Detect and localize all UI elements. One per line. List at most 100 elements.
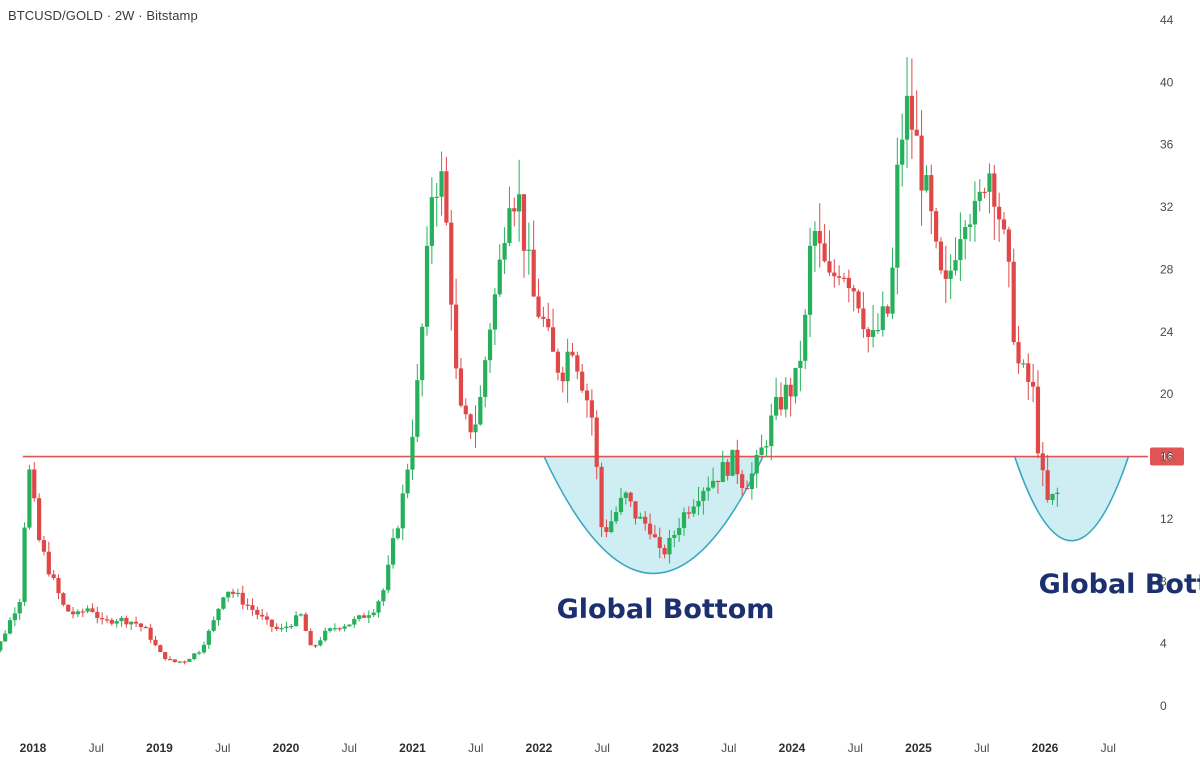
candle-body xyxy=(1045,470,1050,500)
candle-up xyxy=(342,624,347,632)
candle-down xyxy=(992,164,997,240)
candle-down xyxy=(744,480,750,490)
candle-body xyxy=(803,314,808,361)
candle-body xyxy=(163,652,168,660)
candle-body xyxy=(715,480,721,483)
candle-body xyxy=(468,414,473,433)
candle-up xyxy=(434,182,439,227)
candle-down xyxy=(555,348,561,381)
candle-body xyxy=(691,506,696,514)
candle-body xyxy=(565,351,570,382)
candle-up xyxy=(429,177,434,265)
candle-up xyxy=(221,596,226,611)
candle-down xyxy=(109,617,114,626)
y-tick-label: 12 xyxy=(1160,512,1174,526)
candle-body xyxy=(22,527,27,603)
candle-body xyxy=(182,661,187,663)
candle-body xyxy=(628,492,633,502)
candle-body xyxy=(594,417,599,467)
candle-up xyxy=(769,403,774,461)
candle-down xyxy=(80,608,85,618)
candle-body xyxy=(909,95,914,130)
candle-down xyxy=(1001,212,1007,235)
candle-up xyxy=(216,608,221,626)
candle-up xyxy=(948,254,953,300)
candle-body xyxy=(56,578,61,594)
candle-down xyxy=(1040,442,1045,487)
x-axis[interactable]: 2018 Jul 2019 Jul 2020 Jul 2021 Jul 2022 Jul 2023 J… xyxy=(20,741,1116,755)
candle-up xyxy=(710,467,716,489)
candle-body xyxy=(293,615,299,626)
candle-body xyxy=(992,173,997,207)
candle-up xyxy=(730,449,735,477)
candle-body xyxy=(856,291,861,309)
candle-body xyxy=(536,296,541,317)
candle-down xyxy=(255,606,260,620)
candle-body xyxy=(303,614,308,632)
candle-down xyxy=(463,398,468,420)
candle-body xyxy=(216,608,221,621)
candle-body xyxy=(686,512,691,514)
candle-up xyxy=(201,641,207,655)
candle-down xyxy=(788,377,793,417)
candle-down xyxy=(46,541,51,577)
candle-body xyxy=(807,245,813,315)
candle-down xyxy=(361,612,367,619)
candle-down xyxy=(143,625,148,629)
horizontal-level[interactable]: 16 xyxy=(22,447,1184,466)
candle-body xyxy=(982,191,987,194)
candle-body xyxy=(487,329,493,361)
candle-down xyxy=(938,237,944,275)
candle-down xyxy=(240,585,245,610)
candle-body xyxy=(386,564,391,591)
candle-body xyxy=(371,612,376,616)
candle-down xyxy=(41,535,47,556)
candle-body xyxy=(580,371,585,391)
candle-down xyxy=(575,351,580,380)
candle-up xyxy=(517,159,522,242)
candle-body xyxy=(361,615,367,618)
candle-body xyxy=(27,469,32,528)
candle-up xyxy=(327,627,333,633)
annotations: Global Bottom Global Bottom xyxy=(557,569,1200,625)
candle-down xyxy=(100,612,105,625)
candle-up xyxy=(352,616,357,628)
candle-up xyxy=(395,525,401,540)
candle-body xyxy=(279,628,284,630)
candle-body xyxy=(735,449,740,475)
candle-body xyxy=(749,473,754,490)
candle-body xyxy=(740,474,745,489)
candle-body xyxy=(318,640,323,646)
y-axis[interactable]: 0 4 8 12 16 20 24 28 32 36 40 44 xyxy=(1160,13,1174,713)
candle-body xyxy=(245,604,250,606)
candle-up xyxy=(293,611,299,627)
y-tick-label: 4 xyxy=(1160,637,1167,651)
candle-down xyxy=(521,194,527,278)
candle-body xyxy=(812,231,818,246)
candle-up xyxy=(890,247,895,320)
candle-up xyxy=(390,528,396,569)
candle-body xyxy=(250,605,255,610)
candle-body xyxy=(672,535,677,538)
candle-body xyxy=(550,327,556,352)
candle-body xyxy=(395,528,401,539)
candle-down xyxy=(124,615,129,628)
candle-body xyxy=(313,645,318,647)
candle-body xyxy=(953,260,958,271)
candle-body xyxy=(560,372,565,382)
candle-up xyxy=(347,624,352,627)
candle-up xyxy=(0,640,3,653)
candle-body xyxy=(332,628,337,630)
candle-body xyxy=(638,516,643,519)
candle-up xyxy=(875,313,881,334)
candle-up xyxy=(483,356,488,408)
candle-up xyxy=(3,630,8,643)
y-tick-label: 20 xyxy=(1160,387,1174,401)
candle-body xyxy=(226,591,231,598)
candle-down xyxy=(1016,325,1021,374)
x-tick-label: Jul xyxy=(848,741,863,755)
candle-down xyxy=(1011,248,1016,346)
candle-down xyxy=(861,292,866,338)
candle-body xyxy=(754,454,759,474)
